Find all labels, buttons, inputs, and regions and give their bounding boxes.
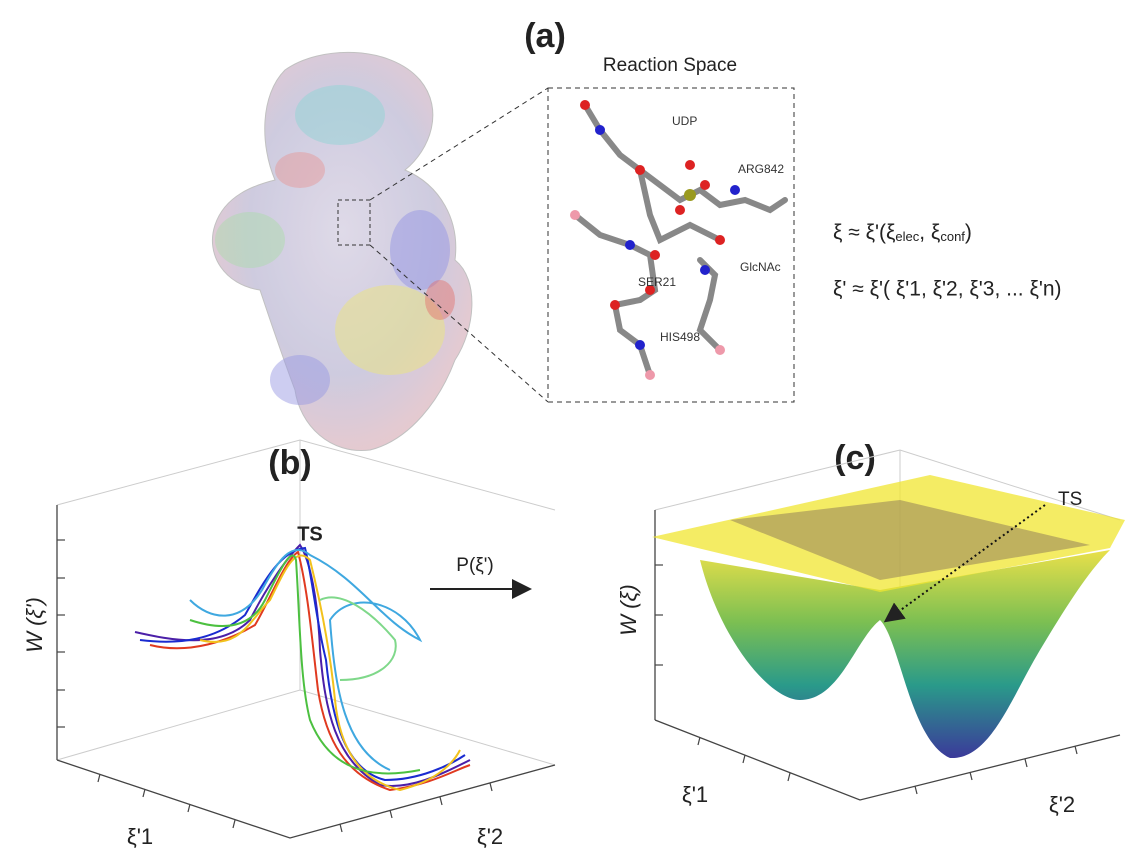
z-axis-label: ξ'2 [477, 824, 503, 849]
x-axis-label: ξ'1 [682, 782, 708, 807]
trajectories [135, 545, 470, 790]
residue-label: UDP [672, 114, 697, 128]
eq-sub: elec [895, 229, 919, 244]
eq-part: ) [965, 221, 972, 244]
panel-b: (b) TS W (ξ') ξ'1 ξ'2 [22, 440, 555, 849]
residue-label: ARG842 [738, 162, 784, 176]
panel-label: (c) [834, 439, 876, 477]
arrow-label: P(ξ') [456, 555, 493, 576]
panel-label: (a) [524, 17, 566, 55]
figure: (a) Reaction Space UDP ARG842 GlcNAc SER… [0, 0, 1136, 853]
axes-box [57, 440, 555, 838]
ts-label: TS [297, 523, 323, 545]
equation: ξ ≈ ξ'(ξelec, ξconf) [833, 221, 972, 245]
residue-label: GlcNAc [740, 260, 781, 274]
panel-label: (b) [268, 444, 311, 482]
energy-surface [652, 475, 1125, 758]
residue-label: SER21 [638, 275, 676, 289]
inset-title: Reaction Space [603, 55, 737, 76]
panel-a: (a) Reaction Space UDP ARG842 GlcNAc SER… [212, 17, 1061, 451]
y-axis-label: W (ξ') [22, 597, 47, 653]
eq-sub: conf [940, 229, 965, 244]
projection-arrow: P(ξ') [430, 555, 528, 589]
inset-box [548, 88, 794, 402]
z-axis-label: ξ'2 [1049, 792, 1075, 817]
eq-part: ξ ≈ ξ'(ξ [833, 221, 895, 244]
eq-part: , ξ [919, 221, 940, 244]
panel-c: (c) TS W (ξ) ξ'1 ξ'2 [616, 439, 1125, 817]
x-axis-label: ξ'1 [127, 824, 153, 849]
residue-label: HIS498 [660, 330, 700, 344]
y-axis-label: W (ξ) [616, 584, 641, 635]
equation: ξ' ≈ ξ'( ξ'1, ξ'2, ξ'3, ... ξ'n) [833, 278, 1062, 301]
protein-surface [212, 52, 472, 450]
ts-label: TS [1058, 489, 1082, 510]
